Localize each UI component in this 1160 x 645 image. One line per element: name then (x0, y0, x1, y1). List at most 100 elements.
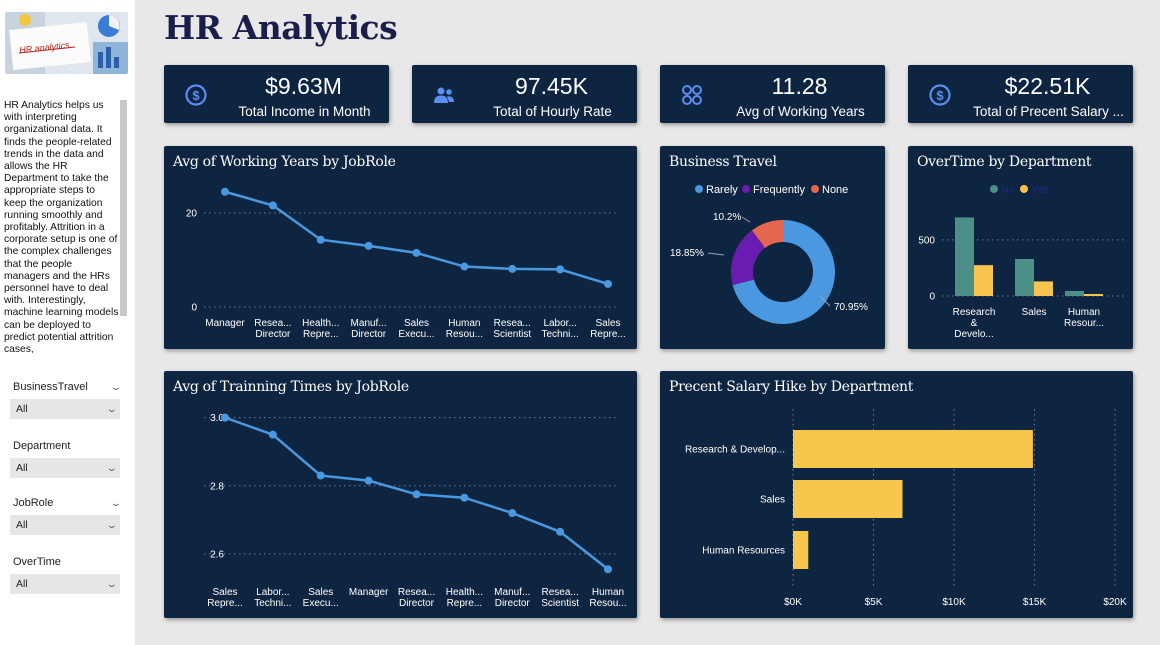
page-title: HR Analytics (164, 8, 398, 47)
data-label: 18.85% (670, 248, 704, 259)
legend-label: No (1001, 184, 1015, 196)
bar (1065, 290, 1084, 296)
jobrole-dropdown[interactable]: All ⌄ (10, 515, 120, 535)
sidebar: HR analytics HR Analytics helps us with … (0, 0, 135, 645)
x-tick-label: Manuf... (494, 587, 530, 598)
department-dropdown[interactable]: All ⌄ (10, 458, 120, 478)
hr-analytics-image: HR analytics (5, 12, 128, 74)
slicer-business-travel: BusinessTravel ⌄ All ⌄ (10, 379, 123, 419)
data-point (268, 201, 277, 210)
overtime-dropdown[interactable]: All ⌄ (10, 574, 120, 594)
kpi-card-salary-hike[interactable]: $ $22.51K Total of Precent Salary ... (908, 65, 1133, 123)
bar (793, 531, 809, 569)
x-tick-label: Resea... (494, 318, 531, 329)
description-text: HR Analytics helps us with interpreting … (4, 100, 119, 356)
slicer-jobrole: JobRole ⌄ All ⌄ (10, 495, 123, 535)
x-tick-label: Execu... (398, 329, 434, 340)
bar (974, 265, 993, 296)
data-point (508, 509, 517, 518)
dropdown-value: All (16, 519, 28, 531)
chevron-down-icon: ⌄ (106, 519, 119, 530)
legend-marker (990, 185, 998, 193)
chevron-down-icon: ⌄ (106, 403, 119, 414)
chevron-down-icon[interactable]: ⌄ (110, 497, 123, 508)
x-tick-label: Sales (1021, 307, 1046, 318)
grid-circles-icon (682, 85, 702, 105)
y-tick-label: 2.6 (210, 549, 224, 560)
x-tick-label: Scientist (493, 329, 531, 340)
kpi-label: Avg of Working Years (736, 104, 865, 119)
x-tick-label: Labor... (256, 587, 289, 598)
y-tick-label: 0 (929, 292, 935, 303)
donut-slice (751, 220, 783, 248)
chevron-down-icon: ⌄ (106, 578, 119, 589)
kpi-value: $9.63M (265, 73, 342, 99)
kpi-card-total-income[interactable]: $ $9.63M Total Income in Month (164, 65, 389, 123)
data-point (221, 187, 229, 196)
data-point (508, 264, 517, 273)
x-tick-label: Human (448, 318, 480, 329)
dollar-circle-icon: $ (185, 84, 207, 106)
description-panel[interactable]: HR Analytics helps us with interpreting … (4, 100, 129, 362)
data-point (604, 279, 612, 288)
x-tick-label: $10K (942, 597, 966, 608)
donut-slice (731, 230, 766, 286)
x-tick-label: Resea... (542, 587, 579, 598)
data-point (556, 265, 565, 274)
chart-business-travel[interactable]: Business Travel Rarely Frequently None 70.9… (660, 146, 885, 349)
x-tick-label: Sales (404, 318, 429, 329)
kpi-card-working-years[interactable]: 11.28 Avg of Working Years (660, 65, 885, 123)
y-tick-label: 3.0 (210, 413, 224, 424)
bar (793, 430, 1033, 468)
x-tick-label: $15K (1023, 597, 1047, 608)
chart-working-years[interactable]: Avg of Working Years by JobRole 0 20 Manag… (164, 146, 637, 349)
dropdown-value: All (16, 462, 28, 474)
x-tick-label: Labor... (543, 318, 576, 329)
data-point (460, 262, 469, 271)
business-travel-dropdown[interactable]: All ⌄ (10, 399, 120, 419)
data-point (221, 413, 229, 422)
chevron-down-icon[interactable]: ⌄ (110, 381, 123, 392)
legend-marker (695, 185, 703, 193)
x-tick-label: Sales (595, 318, 620, 329)
chart-training-times[interactable]: Avg of Trainning Times by JobRole 3.0 2.8… (164, 371, 637, 618)
label-leader (819, 295, 831, 307)
dropdown-value: All (16, 578, 28, 590)
chevron-down-icon: ⌄ (106, 462, 119, 473)
x-tick-label: Manuf... (351, 318, 387, 329)
overtime-bar-chart: No Yes 0 500 Research&Develo... Sales HumanRes… (918, 184, 1126, 340)
y-tick-label: Human Resources (702, 546, 785, 557)
data-point (556, 527, 565, 536)
salary-hike-bar-chart: $0K $5K $10K $15K $20K Research & Develop... S… (685, 409, 1127, 608)
training-times-line-chart: 3.02.82.6SalesRepre...Labor...Techni...S… (204, 413, 627, 609)
kpi-card-hourly-rate[interactable]: 97.45K Total of Hourly Rate (412, 65, 637, 123)
x-tick-label: Techni... (254, 598, 291, 609)
x-tick-label: Director (399, 598, 435, 609)
x-tick-label: Repre... (447, 598, 483, 609)
data-point (268, 430, 277, 439)
legend-marker (742, 185, 750, 193)
data-point (412, 490, 421, 499)
legend-label: Yes (1031, 184, 1049, 196)
label-leader (741, 216, 751, 223)
data-point (364, 241, 373, 250)
y-tick-label: Sales (760, 495, 785, 506)
svg-text:$: $ (936, 88, 944, 103)
dropdown-value: All (16, 403, 28, 415)
y-tick-label: 0 (191, 303, 197, 314)
kpi-label: Total Income in Month (238, 104, 371, 119)
data-point (604, 565, 612, 574)
chart-overtime[interactable]: OverTime by Department No Yes 0 500 Research… (908, 146, 1133, 349)
x-tick-label: Resea... (398, 587, 435, 598)
x-tick-label: Health... (446, 587, 483, 598)
description-scrollbar[interactable] (120, 100, 127, 316)
svg-text:$: $ (192, 88, 200, 103)
x-tick-label: $5K (865, 597, 883, 608)
slicer-title: JobRole (13, 497, 54, 509)
slicer-title: Department (13, 440, 71, 452)
x-tick-label: Director (495, 598, 531, 609)
legend-marker (1020, 185, 1028, 193)
chart-salary-hike[interactable]: Precent Salary Hike by Department $0K $5K… (660, 371, 1133, 618)
legend-label: None (822, 184, 848, 196)
